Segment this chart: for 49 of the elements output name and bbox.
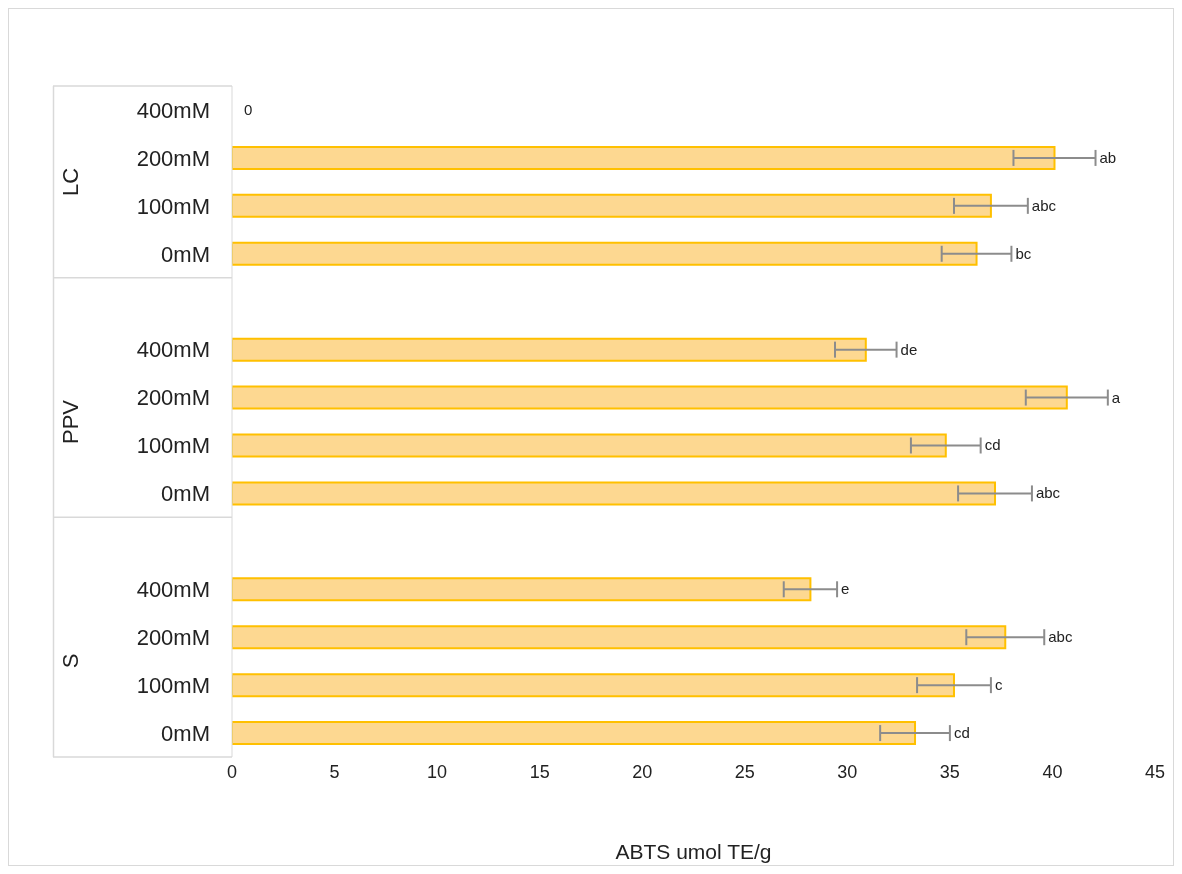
y-tick-label: 400mM xyxy=(136,97,210,123)
y-tick-label: 100mM xyxy=(136,193,210,219)
bar xyxy=(232,241,978,266)
bar xyxy=(232,577,812,602)
bar xyxy=(232,673,955,698)
x-tick-label: 10 xyxy=(427,761,448,782)
data-label: abc xyxy=(1031,196,1057,214)
data-label: abc xyxy=(1035,484,1061,502)
data-label: e xyxy=(841,580,850,598)
x-tick-label: 45 xyxy=(1144,761,1166,782)
y-tick-label: 100mM xyxy=(136,672,210,698)
data-label: cd xyxy=(984,436,1001,454)
x-tick-label: 35 xyxy=(939,761,960,782)
data-label: c xyxy=(994,676,1003,694)
text: LC xyxy=(58,167,84,196)
text: PPV xyxy=(58,399,84,444)
x-tick-label: 15 xyxy=(529,761,550,782)
x-tick-label: 0 xyxy=(226,761,238,782)
data-label: abc xyxy=(1048,628,1073,646)
y-tick-label: 0mM xyxy=(161,481,210,507)
x-axis-title: ABTS umol TE/g xyxy=(615,840,772,863)
data-label: ab xyxy=(1099,148,1117,166)
x-tick-label: 25 xyxy=(734,761,755,782)
bar xyxy=(232,433,947,458)
y-tick-label: 0mM xyxy=(161,720,210,746)
bar xyxy=(232,481,997,506)
text: S xyxy=(58,653,84,669)
bar xyxy=(232,385,1068,410)
bar xyxy=(232,337,867,362)
bar xyxy=(232,193,992,218)
x-tick-label: 30 xyxy=(837,761,858,782)
y-tick-label: 200mM xyxy=(136,624,210,650)
data-label: a xyxy=(1111,388,1121,406)
y-tick-label: 400mM xyxy=(136,577,210,603)
y-tick-label: 0mM xyxy=(161,241,210,267)
bar xyxy=(232,625,1007,650)
x-tick-label: 5 xyxy=(329,761,340,782)
y-tick-label: 200mM xyxy=(136,145,210,171)
y-tick-label: 200mM xyxy=(136,385,210,411)
bar xyxy=(232,145,1056,170)
data-label: bc xyxy=(1015,244,1032,262)
data-label: cd xyxy=(953,724,970,742)
x-tick-label: 20 xyxy=(632,761,653,782)
y-tick-label: 400mM xyxy=(136,337,210,363)
y-tick-label: 100mM xyxy=(136,433,210,459)
data-label: de xyxy=(900,340,918,358)
x-tick-label: 40 xyxy=(1042,761,1063,782)
data-label: 0 xyxy=(244,100,253,118)
bar xyxy=(232,721,917,746)
